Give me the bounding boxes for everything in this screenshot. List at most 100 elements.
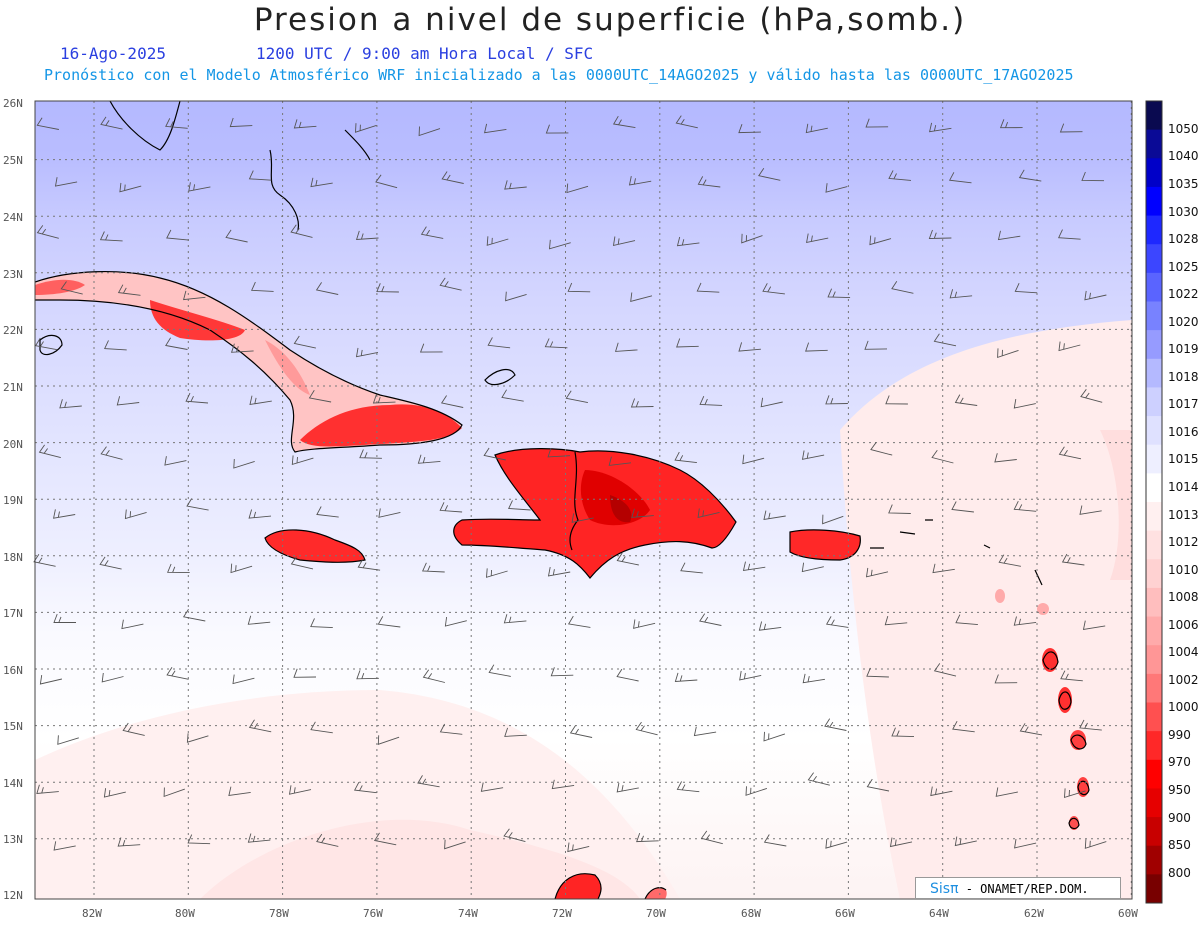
credit-box: Sisπ - ONAMET/REP.DOM. — [915, 877, 1121, 899]
wind-barb — [547, 448, 571, 458]
wind-barb — [103, 788, 126, 798]
wind-barb — [316, 506, 339, 518]
wind-barb — [822, 514, 844, 525]
wind-barb — [164, 456, 187, 466]
wind-barb — [291, 455, 314, 466]
wind-barb — [762, 283, 785, 295]
colorbar-label: 1006 — [1168, 618, 1199, 632]
lon-label: 70W — [646, 907, 666, 920]
wind-barb — [565, 390, 588, 404]
wind-barb — [994, 453, 1017, 463]
wind-barb — [801, 562, 824, 573]
wind-barb — [53, 841, 76, 851]
wind-barb — [38, 444, 61, 459]
wind-barb — [635, 721, 658, 736]
colorbar-swatch — [1146, 158, 1162, 188]
colorbar-label: 1013 — [1168, 508, 1199, 522]
wind-barb — [439, 502, 463, 513]
wind-barb — [182, 290, 206, 301]
wind-barb — [440, 395, 464, 408]
wind-barb — [616, 782, 639, 793]
wind-barb — [742, 454, 765, 465]
colorbar-swatch — [1146, 444, 1162, 474]
colorbar-swatch — [1146, 473, 1162, 503]
wind-barb — [377, 616, 401, 628]
lon-label: 76W — [363, 907, 383, 920]
wind-barb — [548, 239, 571, 250]
wind-barb — [954, 394, 978, 406]
wind-barb — [508, 500, 531, 511]
colorbar-label: 1025 — [1168, 260, 1199, 274]
wind-barb — [865, 118, 889, 128]
wind-barb — [357, 559, 381, 571]
wind-barb — [36, 117, 59, 130]
wind-barb — [825, 839, 848, 849]
wind-barb — [699, 396, 723, 406]
wind-barb — [866, 778, 890, 792]
lat-label: 16N — [3, 664, 23, 677]
wind-barb — [100, 116, 123, 130]
wind-barb — [742, 561, 766, 571]
colorbar-swatch — [1146, 129, 1162, 159]
colorbar-swatch — [1146, 387, 1162, 417]
wind-barb — [230, 343, 254, 353]
wind-barb — [806, 233, 829, 243]
wind-barb — [355, 230, 379, 240]
wind-barb — [891, 727, 915, 738]
wind-barb — [566, 183, 589, 194]
wind-barb — [997, 230, 1021, 241]
wind-barb — [884, 615, 908, 626]
lon-label: 74W — [458, 907, 478, 920]
wind-barb — [228, 786, 251, 797]
wind-barb — [825, 395, 848, 405]
colorbar-swatch — [1146, 502, 1162, 532]
wind-barb — [1084, 839, 1107, 849]
lon-label: 68W — [741, 907, 761, 920]
colorbar-swatch — [1146, 215, 1162, 245]
colorbar-frame — [1145, 100, 1163, 904]
wind-barb — [1058, 341, 1081, 352]
lat-lon-grid — [35, 101, 1132, 899]
wind-barb — [545, 124, 569, 134]
wind-barb — [422, 562, 445, 573]
wind-barb — [121, 619, 144, 630]
wind-barb — [802, 673, 825, 684]
wind-barb — [355, 123, 377, 133]
wind-barb — [948, 172, 972, 184]
wind-barb — [763, 731, 786, 742]
colorbar-label: 1050 — [1168, 122, 1199, 136]
wind-barb — [745, 786, 768, 796]
wind-barb — [865, 567, 889, 578]
wind-barb — [248, 719, 272, 733]
wind-barb — [1014, 283, 1038, 294]
wind-barb — [187, 834, 211, 845]
wind-barb — [359, 449, 382, 459]
wind-barb — [53, 509, 76, 519]
wind-barb — [251, 281, 274, 292]
wind-barb — [1080, 389, 1103, 403]
map-title: Presion a nivel de superficie (hPa,somb.… — [253, 2, 967, 38]
colorbar-swatch — [1146, 673, 1162, 703]
lon-label: 60W — [1118, 907, 1138, 920]
colorbar-label: 850 — [1168, 838, 1191, 852]
wind-barb — [505, 291, 527, 302]
colorbar-label: 1012 — [1168, 535, 1199, 549]
wind-barb — [504, 727, 527, 737]
wind-barb — [355, 347, 379, 358]
wind-barb — [99, 231, 123, 242]
wind-barb — [870, 442, 893, 456]
wind-barb — [310, 177, 333, 188]
lon-label: 62W — [1024, 907, 1044, 920]
wind-barb — [356, 670, 379, 680]
wind-barb — [249, 395, 272, 406]
colorbar-label: 1030 — [1168, 205, 1199, 219]
colorbar-swatch — [1146, 788, 1162, 818]
wind-barb — [696, 282, 720, 293]
wind-barb — [738, 124, 761, 134]
wind-barb — [186, 498, 209, 511]
wind-barb — [419, 343, 443, 353]
colorbar-swatch — [1146, 616, 1162, 646]
colorbar-label: 1020 — [1168, 315, 1199, 329]
wind-barb — [949, 289, 973, 299]
